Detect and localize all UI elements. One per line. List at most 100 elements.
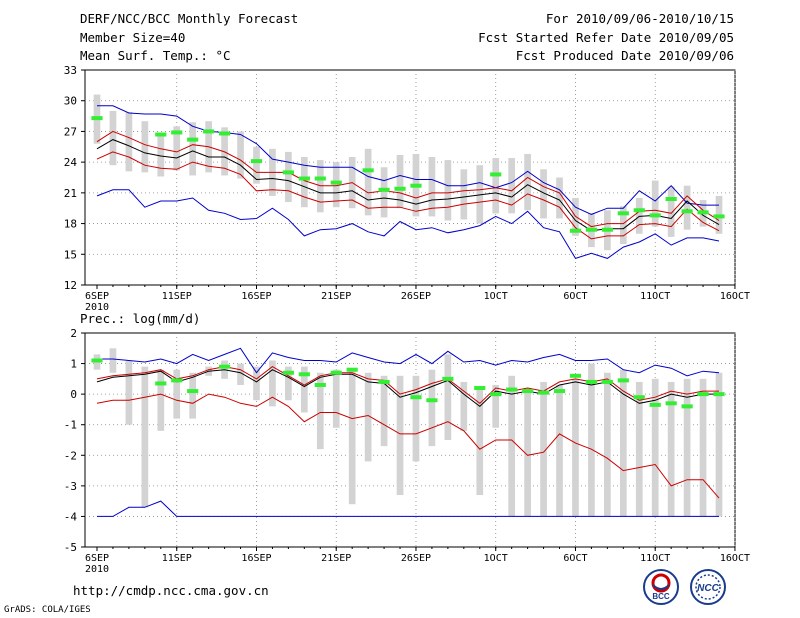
series-line-mean_upper xyxy=(96,130,720,228)
x-tick-label: 1OCT xyxy=(484,291,508,302)
y-tick-label: 33 xyxy=(64,64,77,77)
spread-box xyxy=(683,185,691,230)
obs-marker xyxy=(601,227,613,232)
series-line-mean_lower xyxy=(96,151,720,240)
obs-marker xyxy=(633,395,645,400)
x-year-label: 2010 xyxy=(85,302,109,313)
series-line-min xyxy=(97,500,719,517)
spread-box xyxy=(364,372,372,462)
obs-marker xyxy=(171,378,183,383)
forecast-period: For 2010/09/06-2010/10/15 xyxy=(545,11,734,26)
obs-marker xyxy=(713,214,725,219)
series-line-mean xyxy=(96,369,719,408)
spread-box xyxy=(699,378,707,517)
spread-box xyxy=(300,157,308,208)
obs-marker xyxy=(649,213,661,218)
spread-box xyxy=(635,197,643,234)
spread-box xyxy=(253,146,260,184)
grads-credit: GrADS: COLA/IGES xyxy=(4,605,91,615)
spread-box xyxy=(253,366,260,401)
obs-marker xyxy=(442,376,454,381)
obs-marker xyxy=(362,168,374,173)
series-line-max xyxy=(97,347,720,377)
x-tick-label: 26SEP xyxy=(401,291,431,302)
spread-box xyxy=(604,372,611,517)
x-tick-label: 11SEP xyxy=(162,553,192,564)
forecast-produced-date: Fcst Produced Date 2010/09/06 xyxy=(515,48,734,63)
obs-marker xyxy=(282,370,294,375)
obs-marker xyxy=(601,379,613,384)
obs-marker xyxy=(298,372,310,377)
y-tick-label: 21 xyxy=(64,187,77,200)
source-url[interactable]: http://cmdp.ncc.cma.gov.cn xyxy=(73,583,269,598)
obs-marker xyxy=(474,386,486,391)
obs-marker xyxy=(155,132,167,137)
spread-box xyxy=(667,186,675,237)
obs-marker xyxy=(155,381,167,386)
precip-panel-title: Prec.: log(mm/d) xyxy=(80,311,200,326)
chart-title: DERF/NCC/BCC Monthly Forecast xyxy=(80,11,299,26)
y-tick-label: -3 xyxy=(64,480,77,493)
spread-box xyxy=(364,148,372,216)
y-tick-label: 2 xyxy=(70,327,77,340)
spread-box xyxy=(109,110,117,166)
y-tick-label: 18 xyxy=(64,218,77,231)
spread-box xyxy=(316,160,324,213)
spread-box xyxy=(444,160,452,221)
spread-box xyxy=(237,131,244,179)
obs-marker xyxy=(426,398,438,403)
spread-box xyxy=(285,151,292,203)
plot-frame xyxy=(84,69,736,286)
spread-box xyxy=(332,369,340,428)
series-line-max xyxy=(97,105,719,215)
y-tick-label: 1 xyxy=(70,358,77,371)
obs-marker xyxy=(681,404,693,409)
x-tick-label: 6SEP xyxy=(85,291,109,302)
obs-marker xyxy=(330,370,342,375)
spread-box xyxy=(412,375,420,462)
obs-marker xyxy=(585,379,597,384)
obs-marker xyxy=(697,392,709,397)
x-tick-label: 16SEP xyxy=(241,553,271,564)
obs-marker xyxy=(314,382,326,387)
spread-box xyxy=(125,360,133,425)
spread-box xyxy=(173,369,181,419)
x-tick-label: 21SEP xyxy=(321,553,351,564)
variable-label: Mean Surf. Temp.: °C xyxy=(80,48,231,63)
spread-box xyxy=(444,354,452,440)
spread-box xyxy=(109,348,117,373)
x-tick-label: 6OCT xyxy=(563,291,587,302)
spread-box xyxy=(540,381,547,517)
obs-marker xyxy=(617,211,629,216)
temperature-panel: 12 15 18 21 24 27 30 33 6SEP 11SEP 16SEP 21SEP 26SEP… xyxy=(64,64,750,313)
obs-marker xyxy=(346,367,358,372)
spread-box xyxy=(540,169,547,219)
y-tick-label: 30 xyxy=(64,95,77,108)
x-tick-label: 16SEP xyxy=(241,291,271,302)
spread-box xyxy=(173,126,181,171)
spread-box xyxy=(619,369,627,517)
obs-marker xyxy=(91,116,103,121)
obs-marker xyxy=(553,389,566,394)
spread-box xyxy=(141,121,149,173)
spread-box xyxy=(189,122,197,176)
spread-box xyxy=(316,372,324,450)
y-tick-label: 0 xyxy=(70,388,77,401)
spread-box xyxy=(285,366,292,401)
obs-marker xyxy=(522,389,534,394)
member-size-label: Member Size=40 xyxy=(80,30,186,45)
spread-box xyxy=(572,378,579,517)
obs-marker xyxy=(203,129,215,134)
y-tick-label: 27 xyxy=(64,125,77,138)
spread-box xyxy=(619,206,627,245)
spread-box xyxy=(237,363,244,385)
spread-box xyxy=(269,360,276,407)
obs-marker xyxy=(219,131,231,136)
obs-marker xyxy=(665,197,677,201)
x-tick-label: 11OCT xyxy=(640,291,670,302)
spread-box xyxy=(667,381,675,517)
y-tick-label: -2 xyxy=(64,449,77,462)
x-tick-label: 26SEP xyxy=(401,553,431,564)
